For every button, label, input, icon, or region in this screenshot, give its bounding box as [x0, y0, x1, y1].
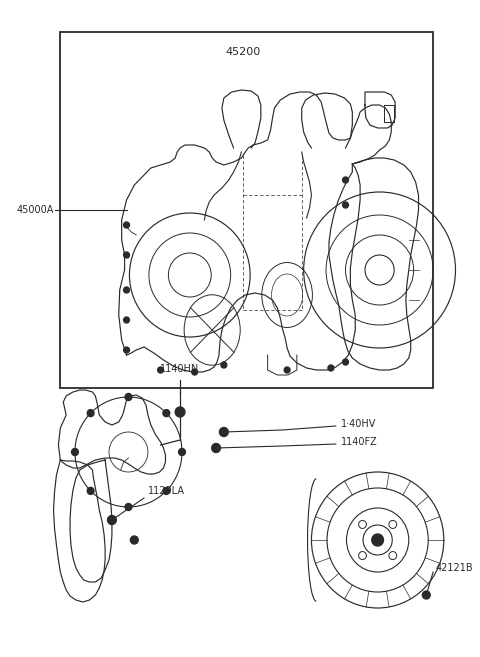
Circle shape [343, 202, 348, 208]
Text: 1·40HV: 1·40HV [341, 419, 376, 429]
Circle shape [343, 359, 348, 365]
Circle shape [219, 428, 228, 436]
Bar [60, 32, 433, 388]
Text: 42121B: 42121B [436, 563, 474, 573]
Circle shape [124, 347, 130, 353]
Circle shape [124, 287, 130, 293]
Circle shape [343, 177, 348, 183]
Circle shape [72, 449, 78, 455]
Circle shape [125, 503, 132, 510]
Circle shape [163, 487, 170, 494]
Circle shape [124, 222, 130, 228]
Circle shape [124, 317, 130, 323]
Circle shape [284, 367, 290, 373]
Text: 1140HN: 1140HN [160, 364, 200, 374]
Text: 1129LA: 1129LA [148, 486, 185, 496]
Circle shape [163, 409, 170, 417]
Circle shape [328, 365, 334, 371]
Circle shape [125, 394, 132, 401]
Circle shape [124, 252, 130, 258]
Circle shape [212, 443, 220, 453]
Text: 45200: 45200 [226, 47, 261, 57]
Circle shape [192, 369, 198, 375]
Circle shape [87, 487, 94, 494]
Circle shape [422, 591, 430, 599]
Circle shape [157, 367, 164, 373]
Circle shape [87, 409, 94, 417]
Text: 45000A: 45000A [16, 205, 54, 215]
Circle shape [175, 407, 185, 417]
Circle shape [179, 449, 185, 455]
Circle shape [131, 536, 138, 544]
Circle shape [108, 516, 116, 524]
Circle shape [372, 534, 384, 546]
Text: 1140FZ: 1140FZ [341, 437, 377, 447]
Circle shape [221, 362, 227, 368]
